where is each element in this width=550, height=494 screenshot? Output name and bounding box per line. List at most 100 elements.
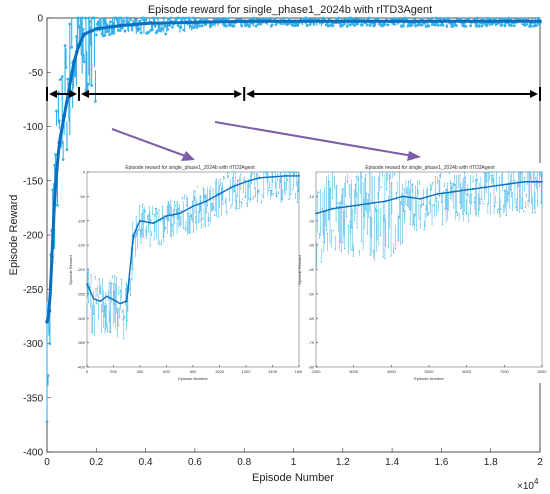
inset2-raw-point: [366, 192, 368, 195]
inset1-raw-point: [166, 205, 168, 207]
inset2-raw-point: [481, 198, 483, 201]
inset2-raw-point: [453, 207, 455, 209]
inset2-raw-point: [435, 197, 438, 199]
inset2-raw-point: [397, 239, 399, 241]
inset1-average-point: [125, 300, 128, 303]
inset1-raw-point: [172, 215, 174, 217]
main-raw-point: [139, 31, 143, 35]
inset2-raw-point: [324, 242, 326, 244]
inset1-raw-point: [157, 243, 159, 245]
inset2-raw-point: [466, 193, 468, 195]
main-x-tick-label: 1.8: [484, 457, 498, 468]
main-average-point: [72, 59, 76, 64]
inset2-raw-point: [455, 184, 457, 186]
inset2-raw-point: [401, 242, 403, 244]
inset2-raw-point: [416, 195, 418, 197]
inset1-raw-point: [282, 171, 285, 173]
inset1-raw-point: [105, 292, 107, 294]
inset1-raw-point: [199, 220, 201, 222]
inset1-raw-point: [218, 216, 220, 218]
main-raw-point: [475, 16, 479, 20]
inset1-x-tick-label: 800: [190, 369, 197, 374]
main-raw-point: [134, 18, 138, 22]
main-average-point: [67, 86, 71, 91]
inset2-raw-point: [359, 250, 361, 252]
inset2-raw-point: [320, 261, 322, 263]
inset2-raw-point: [363, 215, 365, 217]
main-raw-point: [63, 44, 67, 48]
inset1-raw-point: [156, 213, 158, 215]
main-average-point: [390, 19, 394, 24]
inset2-y-ticks: -10 -20 -30 -40 -50 -60 -70 -80: [308, 194, 318, 370]
main-average-point: [62, 113, 67, 118]
inset2-raw-point: [423, 228, 425, 231]
main-raw-point: [227, 17, 230, 20]
inset1-raw-point: [120, 278, 122, 280]
inset2-raw-point: [511, 192, 513, 194]
main-average-point: [341, 19, 345, 24]
inset1-raw-point: [264, 171, 267, 173]
main-raw-point: [86, 82, 90, 86]
main-x-tick-label: 1: [291, 457, 297, 468]
inset2-raw-point: [405, 203, 407, 205]
inset1-y-tick-label: -400: [77, 365, 86, 370]
inset1-raw-point: [250, 182, 253, 184]
main-raw-point: [87, 16, 91, 20]
main-raw-point: [164, 32, 168, 36]
inset1-raw-point: [293, 173, 295, 175]
inset1-raw-point: [183, 194, 186, 196]
inset2-raw-point: [388, 174, 390, 176]
inset2-raw-point: [414, 185, 417, 187]
inset-callout-arrows: [111, 121, 421, 161]
inset1-y-tick-label: -50: [79, 194, 86, 199]
inset2-raw-point: [485, 191, 487, 193]
inset2-raw-point: [462, 178, 465, 180]
phase-arrowhead-left: [246, 89, 255, 98]
inset1-raw-point: [190, 215, 192, 217]
inset2-raw-point: [495, 202, 497, 204]
inset1-raw-point: [87, 271, 89, 273]
inset2-x-axis-label: Episode Number: [414, 376, 444, 381]
inset1-raw-point: [145, 229, 147, 231]
main-average-point: [94, 27, 99, 31]
inset1-raw-point: [208, 224, 210, 226]
main-average-point: [538, 19, 542, 24]
inset2-average-line: [315, 181, 542, 215]
inset2-raw-point: [337, 202, 339, 204]
inset2-average-point: [367, 202, 370, 205]
inset1-raw-point: [173, 209, 175, 211]
inset1-average-point: [112, 298, 115, 301]
inset1-raw-point: [150, 219, 152, 221]
main-raw-point: [54, 153, 57, 156]
inset1-raw-point: [272, 181, 274, 183]
inset1-raw-point: [222, 203, 224, 205]
inset2-title: Episode reward for single_phase1_2024b w…: [365, 165, 495, 171]
inset2-raw-point: [422, 204, 424, 206]
inset2-raw-point: [480, 185, 482, 187]
inset1-raw-point: [137, 229, 140, 231]
inset2-raw-point: [535, 176, 537, 178]
inset2-raw-point: [502, 171, 504, 173]
inset2-raw-point: [463, 172, 465, 174]
inset1-raw-point: [221, 182, 223, 184]
inset1-raw-point: [219, 185, 221, 187]
inset1-raw-point: [259, 171, 262, 173]
inset2-raw-point: [459, 202, 461, 204]
inset2-raw-point: [471, 171, 473, 173]
inset2-raw-point: [493, 174, 495, 176]
main-y-tick-label: -250: [23, 285, 43, 296]
inset2-x-tick-label: 8000: [538, 369, 548, 374]
inset1-raw-point: [237, 179, 240, 181]
inset1-raw-point: [100, 293, 102, 295]
inset2-raw-point: [333, 176, 335, 178]
inset2-raw-point: [331, 197, 334, 199]
inset1-raw-point: [90, 274, 92, 276]
main-raw-point: [184, 16, 188, 20]
inset1-raw-point: [135, 235, 137, 238]
inset2-raw-point: [500, 208, 502, 210]
inset2-raw-point: [390, 255, 392, 257]
main-raw-point: [144, 18, 148, 22]
inset2-raw-point: [438, 180, 440, 182]
inset1-average-point: [192, 205, 194, 208]
inset1-average-point: [258, 176, 261, 179]
